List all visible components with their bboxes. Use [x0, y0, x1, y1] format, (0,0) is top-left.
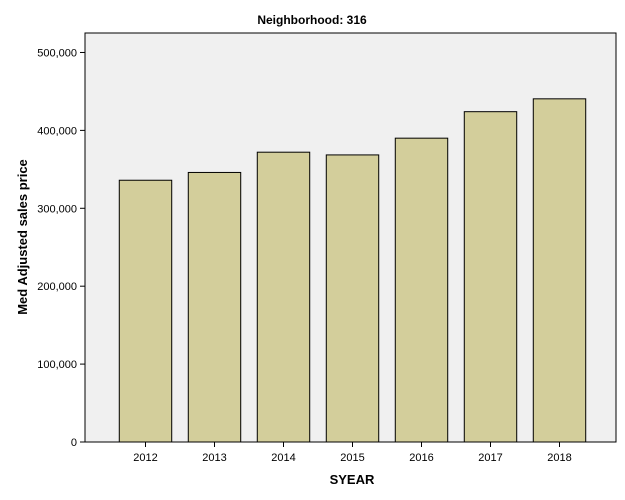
- y-tick-label: 200,000: [37, 281, 77, 293]
- x-tick-label: 2012: [133, 452, 157, 464]
- x-tick-label: 2015: [340, 452, 364, 464]
- bar-2018: [532, 98, 587, 443]
- bars-group: [118, 98, 587, 443]
- bar-2013: [187, 171, 242, 443]
- bar-2017: [463, 111, 518, 443]
- x-tick-label: 2017: [478, 452, 502, 464]
- y-tick-label: 400,000: [37, 125, 77, 137]
- x-tick-label: 2014: [271, 452, 295, 464]
- chart-title: Neighborhood: 316: [257, 13, 367, 27]
- y-tick-label: 0: [71, 437, 77, 449]
- x-tick-label: 2018: [547, 452, 571, 464]
- x-axis: 2012 2013 2014 2015 2016 2017 2018: [133, 442, 572, 464]
- y-tick-label: 100,000: [37, 359, 77, 371]
- y-tick-label: 500,000: [37, 47, 77, 59]
- bar-2012: [118, 179, 173, 443]
- bar-2014: [256, 151, 311, 443]
- y-tick-label: 300,000: [37, 203, 77, 215]
- bar-2015: [325, 154, 380, 443]
- x-tick-label: 2013: [202, 452, 226, 464]
- x-tick-label: 2016: [409, 452, 433, 464]
- x-axis-label: SYEAR: [330, 472, 375, 487]
- y-axis-label: Med Adjusted sales price: [15, 159, 30, 315]
- bar-2016: [394, 137, 449, 443]
- y-axis: 0 100,000 200,000 300,000 400,000 500,000: [37, 47, 85, 449]
